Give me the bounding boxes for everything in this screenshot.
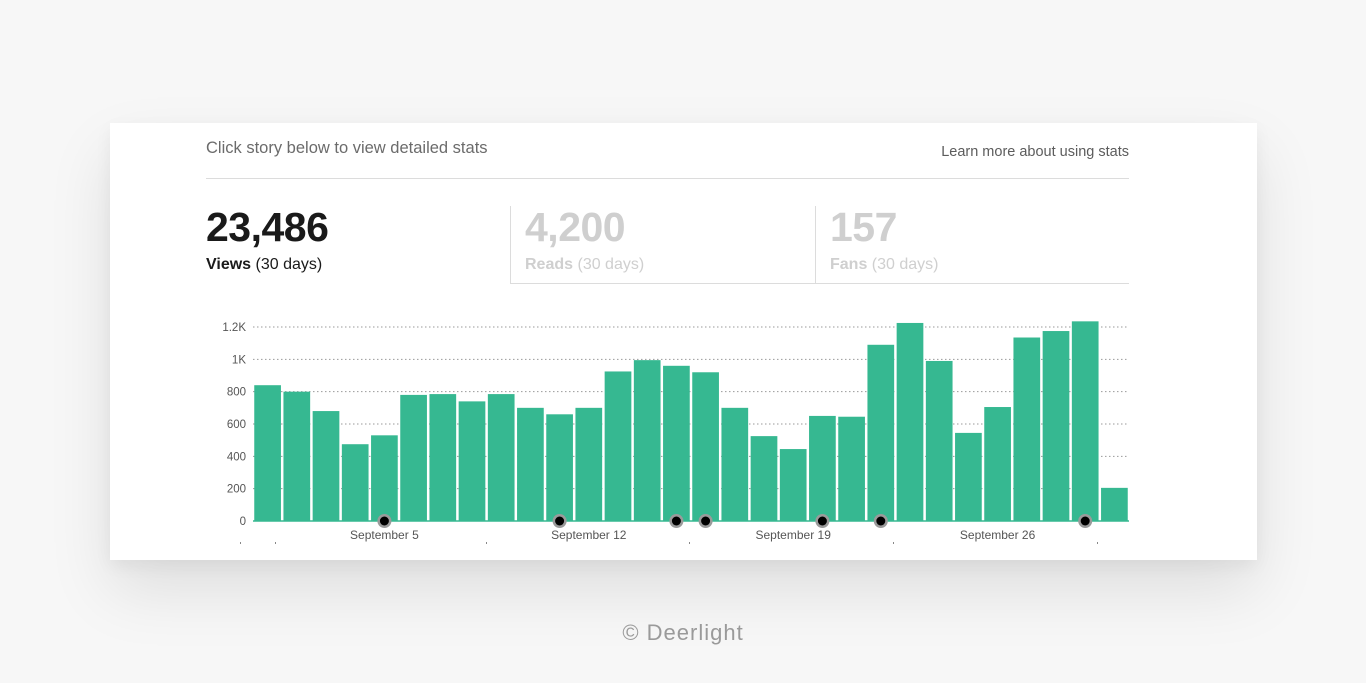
bar: [779, 449, 807, 521]
bar: [1101, 487, 1128, 521]
bar: [633, 360, 661, 521]
x-axis-tick: [486, 542, 487, 544]
y-tick-label: 600: [227, 419, 246, 431]
y-tick-label: 0: [240, 516, 246, 528]
bar: [955, 432, 982, 521]
reads-value: 4,200: [525, 204, 626, 250]
views-value: 23,486: [206, 204, 329, 250]
x-tick-label: September 19: [756, 528, 832, 542]
bar: [487, 394, 515, 521]
y-tick-label: 1K: [232, 354, 246, 366]
x-tick-label: September 12: [551, 528, 627, 542]
fans-period: (30 days): [871, 256, 939, 273]
bar: [867, 344, 895, 521]
bar: [283, 391, 311, 521]
bar: [663, 365, 690, 521]
bar: [371, 435, 398, 521]
stats-card: Click story below to view detailed stats…: [110, 123, 1257, 560]
reads-period: (30 days): [577, 256, 645, 273]
bar: [312, 411, 340, 521]
fans-label: Fans (30 days): [830, 256, 1129, 274]
x-axis-tick: [240, 542, 241, 544]
story-marker: [817, 516, 827, 526]
views-bar-chart: 0 200 400 600 800 1K 1.2K September 5 September …: [222, 321, 1129, 544]
views-metric-tab[interactable]: 23,486 Views (30 days): [206, 204, 329, 283]
bar: [400, 394, 427, 521]
bar: [429, 394, 457, 521]
y-tick-label: 200: [227, 484, 246, 496]
bar: [838, 416, 865, 521]
story-marker: [876, 516, 886, 526]
bar: [341, 444, 369, 521]
reads-label-name: Reads: [525, 256, 574, 273]
bar: [984, 407, 1011, 521]
bar: [721, 407, 749, 521]
x-tick-label: September 26: [960, 528, 1036, 542]
x-tick-label: September 5: [350, 528, 419, 542]
learn-more-link[interactable]: Learn more about using stats: [941, 144, 1129, 160]
x-axis-tick: [893, 542, 894, 544]
bar: [604, 371, 632, 521]
bar: [546, 414, 573, 521]
bar: [517, 407, 544, 521]
story-marker: [379, 516, 389, 526]
story-marker: [1080, 516, 1090, 526]
bar: [896, 322, 924, 521]
y-tick-label: 1.2K: [222, 322, 246, 334]
y-tick-label: 800: [227, 387, 246, 399]
story-marker: [555, 516, 565, 526]
copyright-text: © Deerlight: [622, 620, 744, 645]
bar: [575, 407, 603, 521]
reads-metric-tab[interactable]: 4,200 Reads (30 days): [510, 206, 815, 284]
x-axis-tick: [689, 542, 690, 544]
bar: [750, 436, 778, 521]
bar: [254, 385, 281, 521]
bar: [692, 372, 719, 521]
views-label-name: Views: [206, 256, 252, 273]
fans-metric-tab[interactable]: 157 Fans (30 days): [815, 206, 1129, 284]
bar: [925, 360, 953, 521]
fans-label-name: Fans: [830, 256, 868, 273]
bar: [1071, 321, 1099, 521]
x-axis-tick: [1097, 542, 1098, 544]
views-period: (30 days): [255, 256, 323, 273]
instruction-text: Click story below to view detailed stats: [206, 139, 488, 157]
y-tick-label: 400: [227, 451, 246, 463]
reads-label: Reads (30 days): [525, 256, 815, 274]
bar: [1042, 331, 1070, 521]
story-marker: [671, 516, 681, 526]
header-divider: [206, 178, 1129, 179]
story-marker: [701, 516, 711, 526]
bar: [809, 415, 836, 521]
x-axis-tick: [275, 542, 276, 544]
views-label: Views (30 days): [206, 256, 328, 274]
bar: [458, 401, 486, 521]
bar: [1013, 337, 1041, 521]
fans-value: 157: [830, 204, 897, 250]
